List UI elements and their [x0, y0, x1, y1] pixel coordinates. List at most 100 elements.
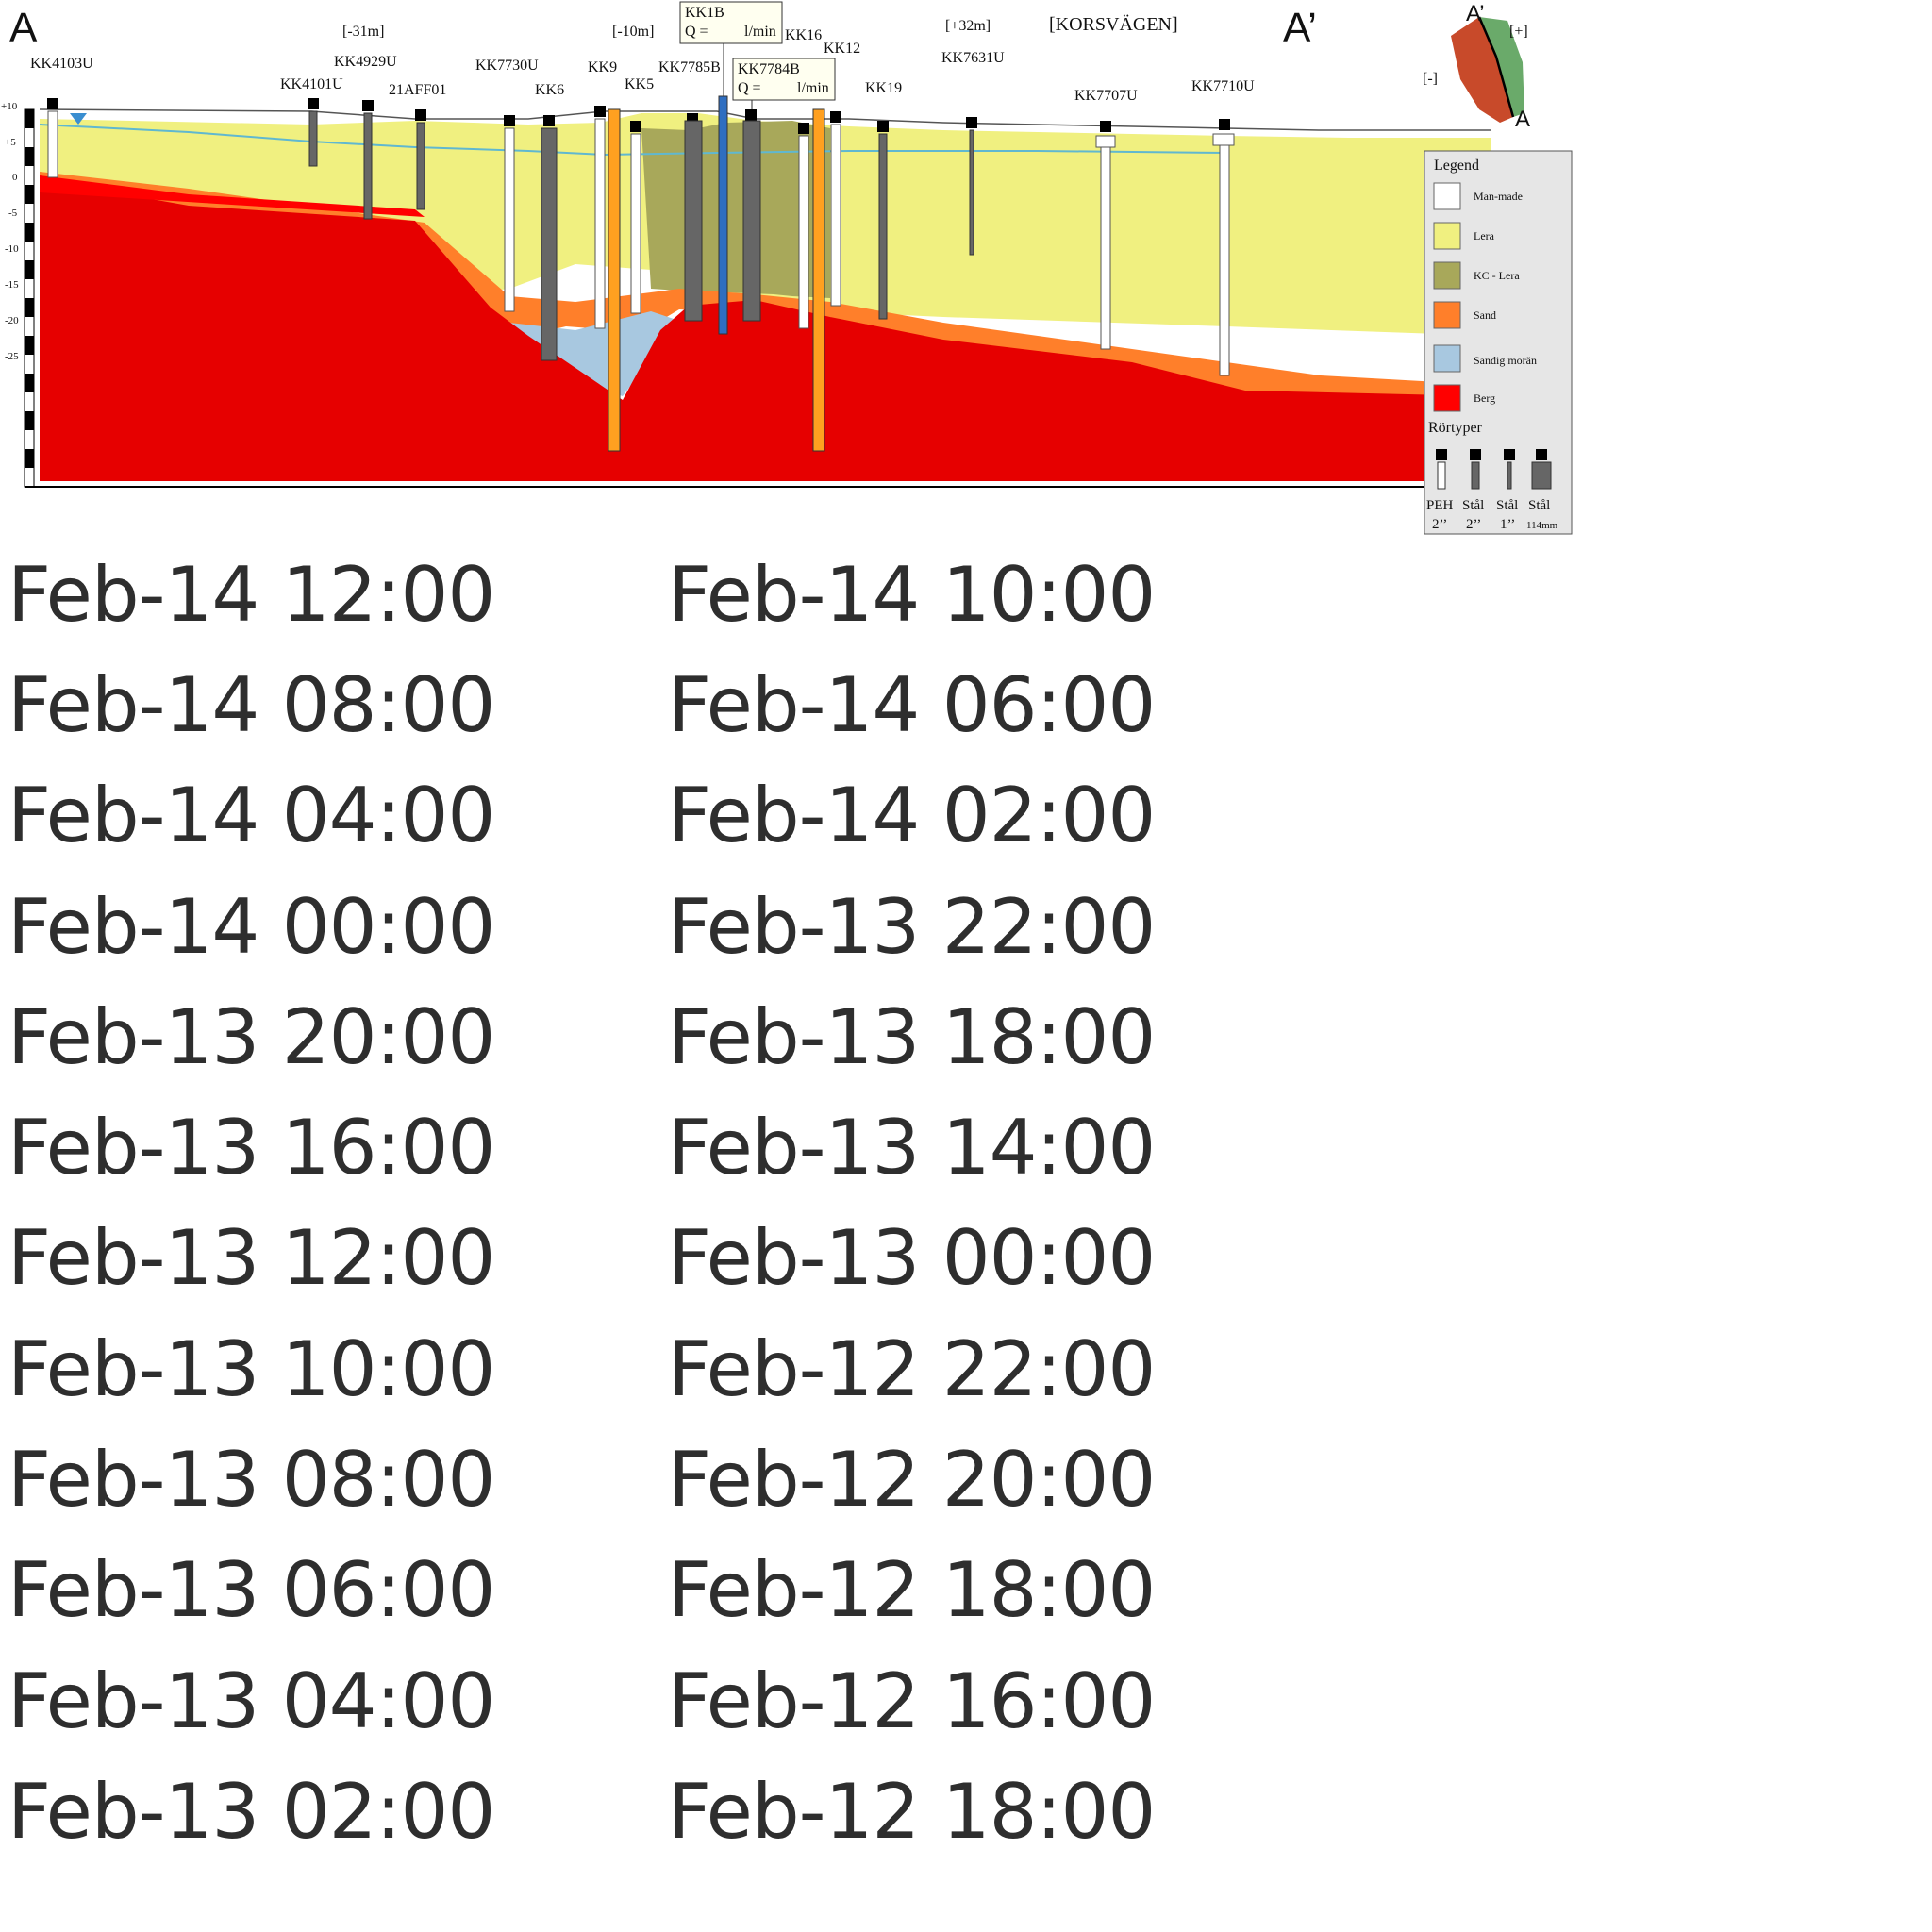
legend-label: Man-made	[1474, 190, 1523, 203]
legend-label: KC - Lera	[1474, 269, 1520, 282]
timestamp-label: Feb-13 20:00	[8, 992, 495, 1081]
pipe-type-size: 1’’	[1500, 517, 1515, 532]
well-label: KK7785B	[658, 59, 721, 75]
elev-tick-label: +5	[5, 137, 16, 148]
borehole-kk4103u	[47, 98, 58, 178]
elev-tick-label: 0	[12, 172, 18, 183]
well-label: KK4101U	[280, 76, 343, 92]
pipe-types-title: Rörtyper	[1428, 420, 1483, 436]
elev-tick-label: +10	[1, 101, 18, 112]
borehole-kk7710u	[1212, 119, 1235, 376]
ruler-block	[25, 109, 34, 128]
timestamp-label: Feb-13 16:00	[8, 1104, 495, 1192]
offset-label: [+32m]	[945, 18, 991, 34]
well-label: KK9	[588, 59, 617, 75]
pipe-type-size: 2’’	[1432, 517, 1447, 532]
timestamp-label: Feb-13 04:00	[8, 1657, 495, 1745]
pipe-type-size: 2’’	[1466, 517, 1481, 532]
timestamp-label: Feb-13 08:00	[8, 1436, 495, 1524]
elev-tick-label: -25	[5, 351, 19, 362]
callout-kk1b: KK1B Q = l/min	[679, 1, 783, 96]
well-label: 21AFF01	[389, 82, 446, 98]
groundwater-marker-icon	[70, 113, 87, 125]
timestamp-label: Feb-12 18:00	[668, 1546, 1156, 1635]
elevation-ruler	[24, 108, 35, 488]
offset-label: [-31m]	[342, 24, 384, 40]
legend-item: Sandig morän	[1433, 344, 1537, 373]
timestamp-label: Feb-14 04:00	[8, 772, 495, 860]
borehole-21aff01	[415, 109, 426, 210]
minimap-top-label: A’	[1466, 1, 1485, 26]
minimap-minus-label: [-]	[1423, 71, 1438, 87]
berg-layer	[40, 179, 1491, 481]
geological-cross-section: +10 +5 0 -5 -10 -15 -20 -25	[1, 1, 1573, 535]
berg-top-layer	[40, 175, 425, 217]
well-label: KK4929U	[334, 54, 397, 70]
legend-item: Berg	[1433, 384, 1495, 412]
callout-unit: l/min	[744, 24, 776, 40]
well-label: KK7707U	[1074, 88, 1138, 104]
callout-title: KK7784B	[738, 61, 800, 77]
ruler-block	[25, 185, 34, 204]
timestamp-label: Feb-12 18:00	[668, 1767, 1156, 1856]
timestamp-label: Feb-12 22:00	[668, 1324, 1156, 1413]
borehole-kk7785b	[684, 113, 703, 322]
soil-layers	[40, 113, 1491, 481]
legend-label: Berg	[1474, 391, 1495, 405]
borehole-kk12	[830, 111, 841, 307]
well-label: KK6	[535, 82, 564, 98]
ruler-block	[25, 298, 34, 317]
borehole-kk7730u	[504, 115, 515, 312]
timestamp-label: Feb-12 16:00	[668, 1657, 1156, 1745]
borehole-kk4101u	[308, 98, 319, 167]
well-label: KK7730U	[475, 58, 539, 74]
groundwater-level	[39, 124, 1227, 157]
well-label: KK12	[824, 41, 860, 57]
elev-tick-label: -20	[5, 315, 19, 326]
legend: Legend Man-made Lera KC - Lera Sand Sand…	[1424, 150, 1573, 535]
timestamp-label: Feb-14 10:00	[668, 550, 1156, 639]
callout-q-label: Q =	[738, 80, 761, 96]
timestamp-label: Feb-13 10:00	[8, 1324, 495, 1413]
ruler-block	[25, 147, 34, 166]
timestamp-label: Feb-12 20:00	[668, 1436, 1156, 1524]
ruler-block	[25, 260, 34, 279]
ruler-block	[25, 411, 34, 430]
ruler-block	[25, 449, 34, 468]
timestamp-label: Feb-13 02:00	[8, 1767, 495, 1856]
timestamp-label: Feb-14 12:00	[8, 550, 495, 639]
minimap-minus-zone	[1451, 17, 1513, 123]
pipe-type-icon	[1436, 449, 1447, 490]
callout-q-label: Q =	[685, 24, 708, 40]
pipe-type-name: Stål	[1528, 498, 1550, 513]
timestamp-label: Feb-13 14:00	[668, 1104, 1156, 1192]
timestamp-label: Feb-14 00:00	[8, 882, 495, 971]
pipe-type-name: Stål	[1462, 498, 1484, 513]
well-label: KK16	[785, 27, 822, 43]
timestamp-label: Feb-13 00:00	[668, 1214, 1156, 1303]
borehole-kk7707u	[1095, 121, 1116, 350]
legend-label: Sand	[1474, 308, 1496, 322]
timestamp-label: Feb-13 12:00	[8, 1214, 495, 1303]
elev-tick-label: -5	[8, 208, 18, 219]
pipe-type-name: PEH	[1426, 498, 1454, 513]
pipe-type-size: 114mm	[1526, 520, 1558, 531]
timestamp-label: Feb-13 18:00	[668, 992, 1156, 1081]
pipe-type-icon	[1531, 449, 1552, 490]
location-minimap: A’ A [+] [-]	[1423, 1, 1530, 132]
timestamp-label: Feb-14 02:00	[668, 772, 1156, 860]
timestamp-label: Feb-13 06:00	[8, 1546, 495, 1635]
well-label: KK7631U	[941, 50, 1005, 66]
pipe-type-icon	[1470, 449, 1481, 490]
borehole-kk16	[798, 108, 825, 452]
section-end-right: A’	[1283, 5, 1317, 51]
legend-item: Man-made	[1433, 182, 1523, 210]
legend-title: Legend	[1434, 158, 1479, 174]
timestamp-label: Feb-14 08:00	[8, 660, 495, 749]
borehole-kk5	[630, 121, 641, 314]
well-label: KK4103U	[30, 56, 93, 72]
minimap-section-line	[1477, 16, 1515, 118]
borehole-kk9	[594, 106, 621, 452]
ruler-block	[25, 336, 34, 355]
callout-title: KK1B	[685, 5, 724, 21]
